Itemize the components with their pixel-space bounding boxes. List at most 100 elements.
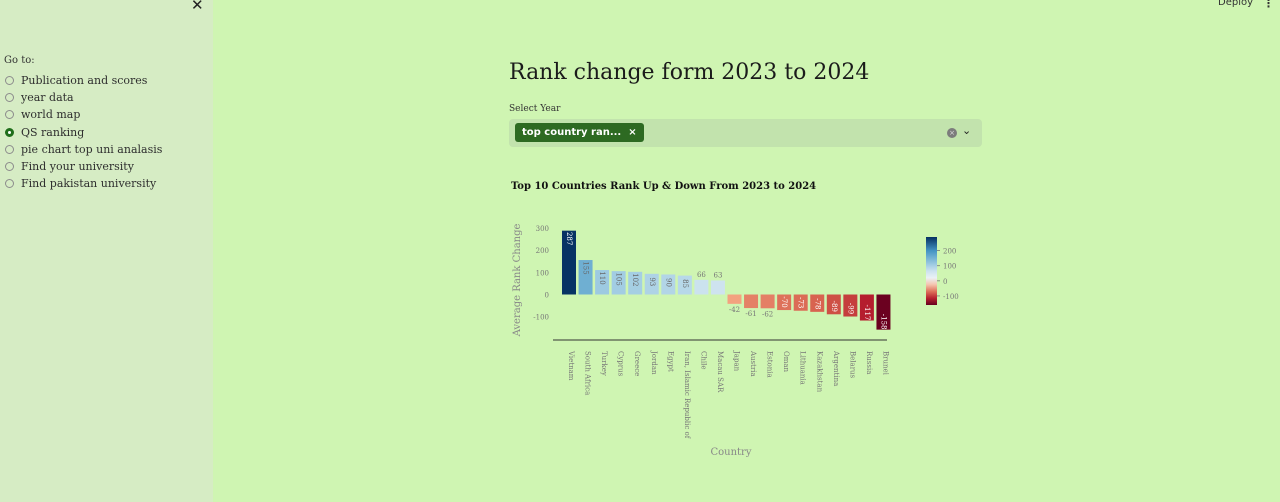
nav-option-2[interactable]: world map: [5, 106, 162, 123]
bar-16: [826, 294, 841, 315]
rank-change-bar-chart: Average Rank Change 300 200 100 0 -100 287 Viet…: [512, 224, 959, 458]
bar-value-label-16: -89: [830, 301, 838, 312]
x-tick-label-6: Egypt: [666, 351, 674, 372]
chart-title: Top 10 Countries Rank Up & Down From 202…: [511, 181, 817, 192]
chip-remove-icon[interactable]: ×: [628, 127, 637, 138]
bar-14: [793, 294, 808, 311]
bar-11: [744, 294, 759, 309]
nav-radio-group: Publication and scores year data world map…: [5, 72, 162, 192]
nav-option-1[interactable]: year data: [5, 89, 162, 106]
bar-8: [694, 279, 709, 295]
chip-label: top country ran...: [522, 127, 622, 138]
colorbar: [926, 237, 937, 305]
x-tick-label-18: Russia: [865, 351, 873, 374]
x-tick-label-2: Turkey: [600, 351, 608, 376]
bar-value-label-14: -73: [797, 297, 805, 308]
bar-5: [644, 273, 659, 295]
y-tick-label-4: -100: [533, 314, 549, 322]
bar-12: [760, 294, 775, 309]
bar-value-label-9: 63: [713, 271, 722, 279]
nav-option-label: pie chart top uni analasis: [21, 142, 163, 156]
bar-10: [727, 294, 742, 304]
bar-value-label-8: 66: [697, 271, 706, 279]
chevron-down-icon[interactable]: ⌄: [962, 124, 972, 137]
x-tick-label-16: Argentina: [832, 350, 840, 386]
nav-option-0[interactable]: Publication and scores: [5, 72, 162, 89]
x-tick-label-9: Macau SAR: [716, 351, 724, 393]
x-tick-label-11: Austria: [749, 350, 757, 377]
bar-value-label-3: 105: [615, 272, 623, 285]
x-tick-label-19: Brunei: [881, 351, 889, 376]
colorbar-tick-label-1: 100: [943, 263, 956, 271]
sidebar: ✕ Go to: Publication and scores year data…: [0, 0, 213, 502]
x-tick-label-15: Kazakhstan: [815, 351, 823, 393]
y-axis-title: Average Rank Change: [512, 224, 523, 338]
bar-19: [876, 294, 891, 330]
bar-7: [677, 275, 692, 295]
bar-3: [611, 271, 626, 295]
bar-value-label-15: -78: [813, 298, 821, 309]
y-tick-label-2: 100: [536, 269, 549, 277]
bar-1: [578, 260, 593, 295]
radio-unchecked-icon[interactable]: [5, 162, 14, 172]
bar-value-label-0: 287: [565, 232, 573, 245]
nav-option-4[interactable]: pie chart top uni analasis: [5, 141, 162, 158]
x-tick-label-10: Japan: [733, 350, 741, 372]
x-axis-title: Country: [710, 447, 751, 458]
nav-option-label: Find your university: [21, 160, 134, 174]
deploy-button[interactable]: Deploy: [1218, 0, 1254, 8]
goto-label: Go to:: [4, 55, 35, 66]
nav-option-label: Publication and scores: [21, 74, 148, 88]
x-tick-label-7: Iran, Islamic Republic of: [683, 351, 691, 440]
close-sidebar-icon[interactable]: ✕: [191, 0, 204, 14]
bar-18: [859, 294, 874, 321]
nav-option-5[interactable]: Find your university: [5, 158, 162, 175]
bar-value-label-13: -70: [780, 296, 788, 307]
main-menu-icon[interactable]: ⋮: [1263, 0, 1274, 10]
bar-2: [595, 270, 610, 295]
radio-checked-icon[interactable]: [5, 127, 14, 137]
x-tick-label-14: Lithuania: [799, 351, 807, 385]
x-tick-label-17: Belarus: [848, 351, 856, 379]
nav-option-label: world map: [21, 108, 81, 122]
bar-value-label-11: -61: [745, 310, 756, 318]
bar-value-label-12: -62: [762, 310, 773, 318]
bar-value-label-7: 85: [681, 279, 689, 288]
colorbar-tick-label-0: 200: [943, 248, 956, 256]
clear-all-icon[interactable]: ×: [947, 128, 957, 138]
x-tick-label-4: Greece: [633, 351, 641, 376]
select-year-label: Select Year: [509, 104, 561, 114]
bar-value-label-17: -99: [846, 303, 854, 314]
radio-unchecked-icon[interactable]: [5, 179, 14, 189]
bar-value-label-5: 93: [648, 277, 656, 286]
selected-option-chip: top country ran... ×: [515, 123, 644, 142]
bar-value-label-18: -117: [863, 305, 871, 321]
bar-value-label-10: -42: [729, 306, 740, 314]
select-year-multiselect[interactable]: top country ran... × × ⌄: [509, 119, 982, 147]
radio-unchecked-icon[interactable]: [5, 93, 14, 103]
x-tick-label-12: Estonia: [766, 351, 774, 378]
page-title: Rank change form 2023 to 2024: [509, 60, 870, 85]
bar-value-label-6: 90: [664, 278, 672, 287]
radio-unchecked-icon[interactable]: [5, 76, 14, 86]
bar-9: [710, 280, 725, 295]
x-tick-label-13: Oman: [782, 351, 790, 373]
bar-value-label-2: 110: [598, 271, 606, 284]
colorbar-tick-label-2: 0: [943, 278, 947, 286]
nav-option-label: Find pakistan university: [21, 177, 157, 191]
bar-value-label-19: -158: [879, 314, 887, 330]
bar-6: [661, 274, 676, 295]
nav-option-label: year data: [21, 91, 74, 105]
bar-4: [628, 271, 643, 295]
bar-value-label-4: 102: [631, 273, 639, 286]
radio-unchecked-icon[interactable]: [5, 144, 14, 154]
x-tick-label-0: Vietnam: [567, 350, 575, 381]
x-tick-label-3: Cyprus: [617, 351, 625, 377]
radio-unchecked-icon[interactable]: [5, 110, 14, 120]
x-tick-label-8: Chile: [699, 351, 707, 369]
x-tick-label-1: South Africa: [584, 351, 592, 395]
nav-option-3[interactable]: QS ranking: [5, 124, 162, 141]
y-tick-label-3: 0: [545, 292, 549, 300]
bar-value-label-1: 155: [582, 261, 590, 274]
nav-option-6[interactable]: Find pakistan university: [5, 175, 162, 192]
